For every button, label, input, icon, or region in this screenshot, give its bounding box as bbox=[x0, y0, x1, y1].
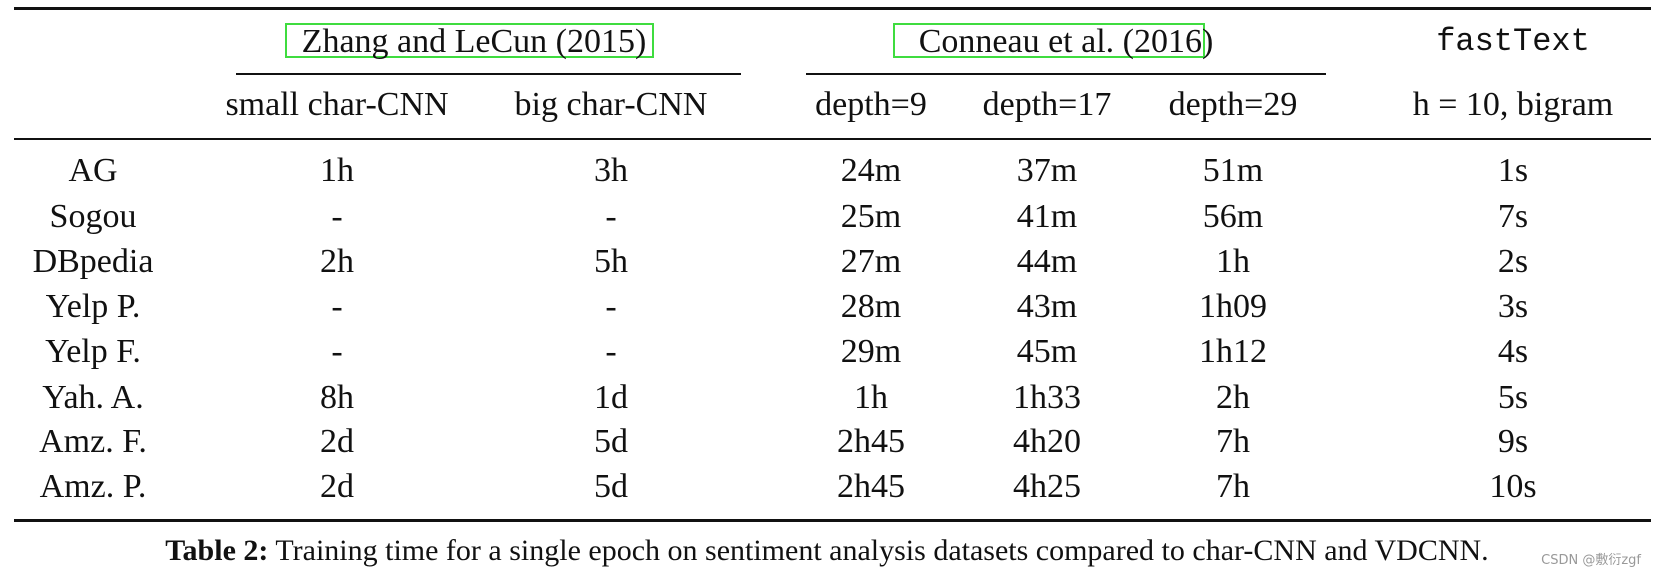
cell: 51m bbox=[1202, 152, 1264, 189]
column-header: depth=29 bbox=[1168, 86, 1298, 123]
cell: 2h bbox=[1216, 379, 1250, 416]
column-header: small char-CNN bbox=[225, 86, 449, 123]
cell: 56m bbox=[1202, 198, 1264, 235]
bottom-rule bbox=[14, 519, 1651, 522]
column-header: depth=9 bbox=[815, 86, 927, 123]
cell: 1h33 bbox=[1013, 379, 1081, 416]
row-label: Amz. F. bbox=[39, 423, 147, 460]
watermark: CSDN @敷衍zgf bbox=[1541, 553, 1641, 568]
cell: 7h bbox=[1216, 423, 1250, 460]
cell: - bbox=[605, 333, 617, 370]
row-label: DBpedia bbox=[32, 243, 154, 280]
row-label: AG bbox=[68, 152, 118, 189]
top-rule bbox=[14, 7, 1651, 10]
cell: 5h bbox=[594, 243, 628, 280]
cell: 7s bbox=[1497, 198, 1529, 235]
row-label: Yelp F. bbox=[45, 333, 141, 370]
cell: 1h09 bbox=[1199, 288, 1267, 325]
cell: 5d bbox=[594, 423, 628, 460]
group-rule bbox=[806, 73, 1326, 75]
cell: 2h45 bbox=[837, 468, 905, 505]
cell: 1d bbox=[594, 379, 628, 416]
cell: 27m bbox=[840, 243, 902, 280]
cell: - bbox=[331, 288, 343, 325]
cell: 45m bbox=[1016, 333, 1078, 370]
cell: 25m bbox=[840, 198, 902, 235]
cell: 41m bbox=[1016, 198, 1078, 235]
cell: 2d bbox=[320, 468, 354, 505]
group-header: Zhang and LeCun (2015) bbox=[301, 23, 647, 60]
row-label: Sogou bbox=[49, 198, 137, 235]
cell: 2s bbox=[1497, 243, 1529, 280]
cell: 4s bbox=[1497, 333, 1529, 370]
cell: 2h45 bbox=[837, 423, 905, 460]
cell: 4h25 bbox=[1013, 468, 1081, 505]
cell: 4h20 bbox=[1013, 423, 1081, 460]
caption: Table 2: Training time for a single epoc… bbox=[165, 534, 1488, 568]
cell: 24m bbox=[840, 152, 902, 189]
cell: - bbox=[605, 288, 617, 325]
column-header: depth=17 bbox=[982, 86, 1112, 123]
group-header: fastText bbox=[1436, 23, 1590, 60]
cell: 3s bbox=[1497, 288, 1529, 325]
cell: - bbox=[331, 333, 343, 370]
cell: 5s bbox=[1497, 379, 1529, 416]
cell: 1h bbox=[1216, 243, 1250, 280]
cell: 2h bbox=[320, 243, 354, 280]
cell: 43m bbox=[1016, 288, 1078, 325]
caption-text: Training time for a single epoch on sent… bbox=[275, 534, 1489, 567]
row-label: Yah. A. bbox=[42, 379, 144, 416]
cell: - bbox=[331, 198, 343, 235]
citation-link[interactable] bbox=[893, 23, 1205, 58]
header-rule bbox=[14, 138, 1651, 140]
column-header: big char-CNN bbox=[514, 86, 708, 123]
cell: - bbox=[605, 198, 617, 235]
column-header: h = 10, bigram bbox=[1412, 86, 1614, 123]
cell: 1h bbox=[320, 152, 354, 189]
cell: 10s bbox=[1489, 468, 1537, 505]
row-label: Amz. P. bbox=[39, 468, 147, 505]
cell: 37m bbox=[1016, 152, 1078, 189]
cell: 29m bbox=[840, 333, 902, 370]
cell: 28m bbox=[840, 288, 902, 325]
citation-link[interactable] bbox=[285, 23, 654, 58]
cell: 8h bbox=[320, 379, 354, 416]
cell: 44m bbox=[1016, 243, 1078, 280]
cell: 5d bbox=[594, 468, 628, 505]
group-header: Conneau et al. (2016) bbox=[918, 23, 1214, 60]
group-rule bbox=[236, 73, 741, 75]
caption-label: Table 2: bbox=[165, 534, 269, 567]
cell: 1h bbox=[854, 379, 888, 416]
cell: 9s bbox=[1497, 423, 1529, 460]
cell: 2d bbox=[320, 423, 354, 460]
cell: 3h bbox=[594, 152, 628, 189]
row-label: Yelp P. bbox=[45, 288, 141, 325]
cell: 1h12 bbox=[1199, 333, 1267, 370]
cell: 7h bbox=[1216, 468, 1250, 505]
cell: 1s bbox=[1497, 152, 1529, 189]
